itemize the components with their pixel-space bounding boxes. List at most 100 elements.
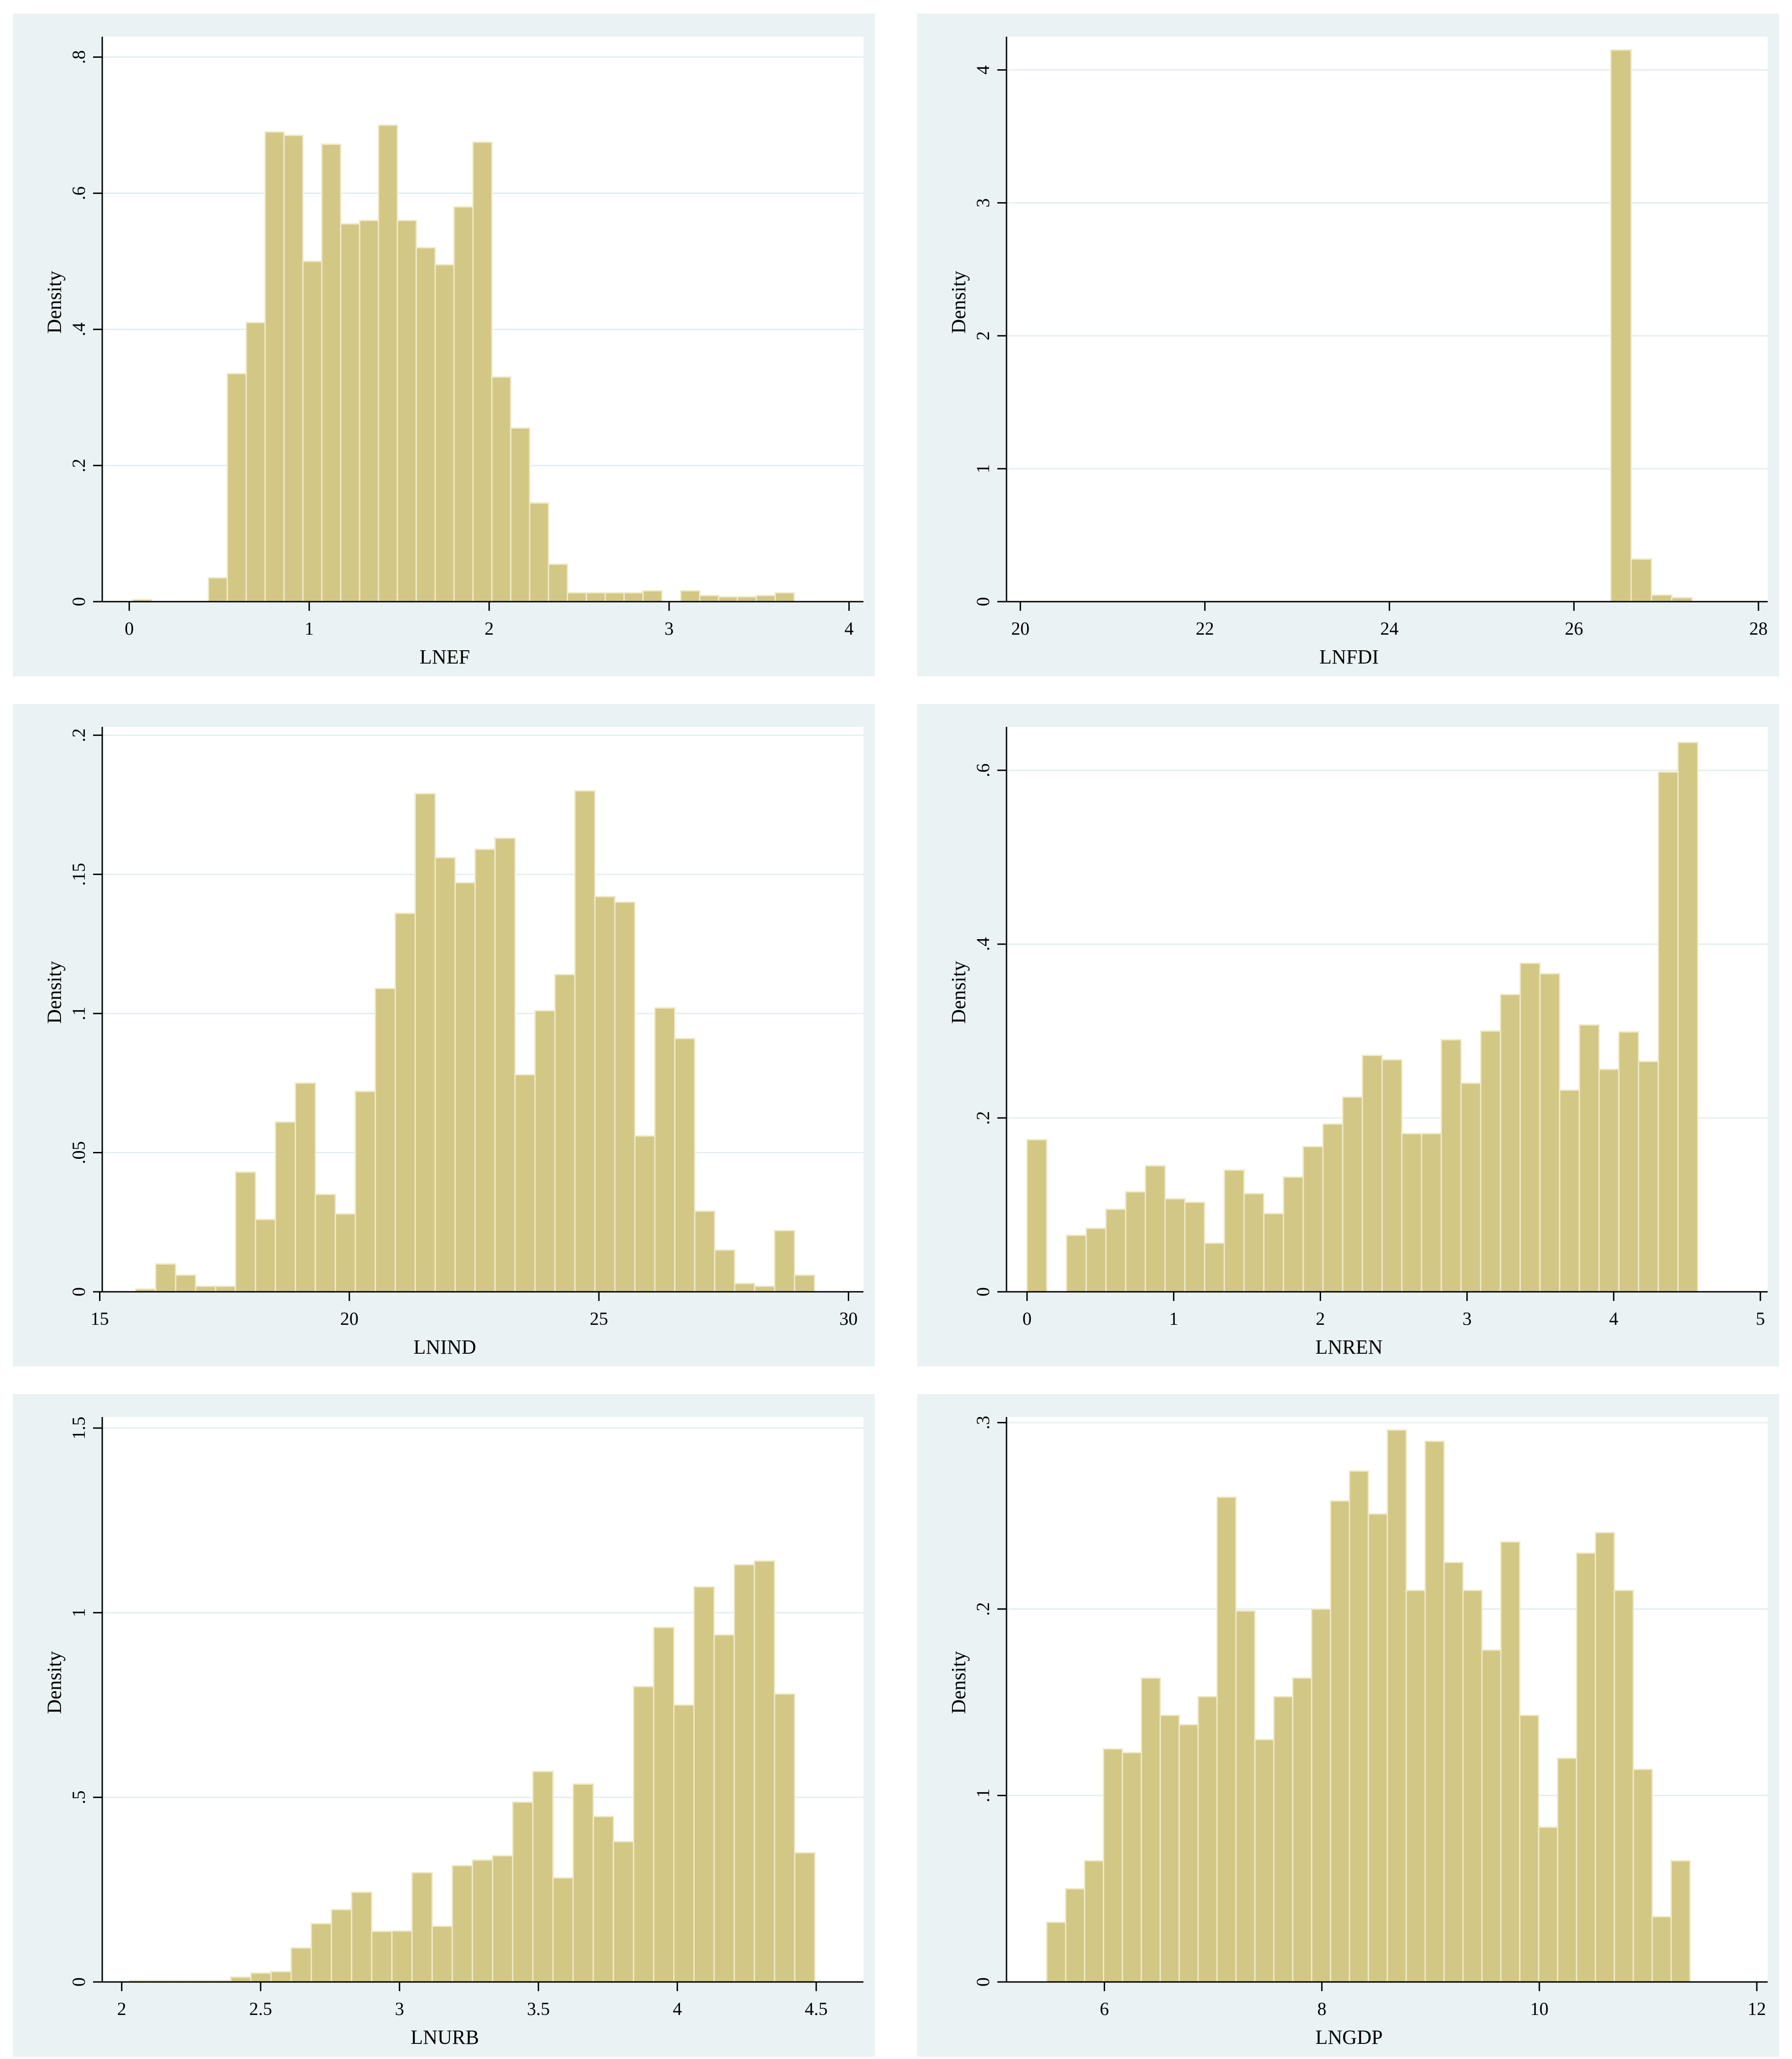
x-tick-label: 30 xyxy=(839,1308,857,1329)
x-tick-label: 10 xyxy=(1530,1998,1549,2019)
histogram-bar xyxy=(175,1274,197,1293)
histogram-bar xyxy=(1657,771,1679,1293)
histogram-bar xyxy=(1618,1031,1639,1293)
histogram-lngdp: 6 8 10 12 0 .1 .2 .3 LNGDP Density xyxy=(947,1416,1768,2048)
histogram-bar xyxy=(1677,742,1698,1293)
histogram-bar xyxy=(548,563,568,603)
y-axis-title: Density xyxy=(947,271,970,334)
histogram-bar xyxy=(1349,1470,1369,1983)
x-tick-label: 12 xyxy=(1748,1998,1766,2019)
x-tick-label: 25 xyxy=(590,1308,608,1329)
x-tick-label: 2 xyxy=(1316,1308,1325,1329)
histogram-bar xyxy=(713,1634,735,1983)
histogram-bar xyxy=(451,1865,473,1983)
histogram-bar xyxy=(592,1815,614,1983)
x-tick-label: 1 xyxy=(304,618,314,639)
histogram-bar xyxy=(434,264,455,603)
plot-area xyxy=(1007,37,1768,602)
histogram-bar xyxy=(321,144,342,603)
histogram-bar xyxy=(1578,1024,1600,1293)
histogram-bar xyxy=(1637,1061,1659,1293)
histogram-bar xyxy=(1480,1030,1501,1293)
histogram-bar xyxy=(1519,963,1541,1293)
y-axis-title: Density xyxy=(947,1651,970,1714)
histogram-bar xyxy=(774,1693,796,1983)
histogram-bar xyxy=(1670,1860,1691,1983)
histogram-bar xyxy=(397,220,417,603)
histogram-bar xyxy=(653,1627,675,1983)
x-axis-title: LNEF xyxy=(420,646,470,668)
y-tick-label: 0 xyxy=(973,1287,993,1296)
histogram-bar xyxy=(302,260,323,603)
y-tick-label: 1.5 xyxy=(68,1417,89,1439)
histogram-bar xyxy=(1140,1677,1161,1983)
x-tick-label: 2 xyxy=(485,618,494,639)
histogram-bar xyxy=(1122,1752,1142,1983)
y-tick-label: 0 xyxy=(68,597,89,606)
histogram-bar xyxy=(1440,1039,1462,1293)
histogram-bar xyxy=(1630,558,1652,603)
histogram-bar xyxy=(594,896,616,1293)
x-tick-label: 4.5 xyxy=(805,1998,828,2019)
histogram-bar xyxy=(434,857,456,1293)
x-axis-title: LNURB xyxy=(410,2026,479,2048)
histogram-bar xyxy=(1302,1146,1324,1293)
histogram-bar xyxy=(1598,1068,1620,1293)
y-axis-title: Density xyxy=(43,1651,66,1714)
x-tick-label: 8 xyxy=(1317,1998,1327,2019)
histogram-bar xyxy=(1065,1888,1085,1983)
x-tick-label: 3 xyxy=(664,618,674,639)
histogram-bar xyxy=(794,1852,816,1983)
histogram-bar xyxy=(1361,1054,1383,1293)
y-tick-label: .5 xyxy=(68,1790,89,1804)
x-tick-label: 3 xyxy=(395,1998,404,2019)
histogram-lnfdi: 20 22 24 26 28 0 1 2 3 4 LNFDI Density xyxy=(947,37,1768,668)
histogram-bar xyxy=(1103,1748,1123,1983)
histogram-bar xyxy=(634,1135,656,1293)
histogram-bar xyxy=(1145,1165,1166,1293)
histogram-bar xyxy=(1066,1234,1087,1293)
y-tick-label: 3 xyxy=(973,198,993,207)
histogram-bar xyxy=(1197,1696,1218,1983)
histogram-bar xyxy=(734,1283,756,1293)
x-tick-label: 0 xyxy=(1023,1308,1032,1329)
x-tick-label: 5 xyxy=(1756,1308,1765,1329)
histogram-bar xyxy=(694,1210,716,1293)
histogram-bar xyxy=(377,124,398,603)
histogram-bar xyxy=(512,1801,534,1983)
histogram-bar xyxy=(642,590,663,603)
histogram-bar xyxy=(454,882,476,1293)
histogram-bar xyxy=(415,247,436,603)
histogram-bar xyxy=(491,376,512,603)
histogram-bar xyxy=(1367,1513,1388,1983)
x-axis-title: LNFDI xyxy=(1319,646,1379,668)
histogram-bar xyxy=(756,595,776,603)
histogram-bar xyxy=(1311,1608,1332,1983)
histogram-bar xyxy=(1539,973,1560,1293)
y-tick-label: .05 xyxy=(68,1141,89,1164)
histogram-bar xyxy=(1330,1500,1350,1983)
histogram-bar xyxy=(283,134,304,603)
y-tick-label: .2 xyxy=(973,1111,993,1125)
histogram-bar xyxy=(1178,1724,1199,1983)
x-tick-label: 26 xyxy=(1565,618,1583,639)
y-axis-title: Density xyxy=(43,961,66,1024)
histogram-bar xyxy=(1421,1133,1442,1293)
x-tick-label: 4 xyxy=(1609,1308,1618,1329)
histogram-bar xyxy=(1405,1589,1426,1983)
histogram-lnef: 0 1 2 3 4 0 .2 .4 .6 .8 LNEF Density xyxy=(43,37,863,668)
histogram-bar xyxy=(794,1274,815,1293)
histogram-bar xyxy=(1381,1059,1403,1293)
histogram-bar xyxy=(453,206,474,603)
x-axis-title: LNIND xyxy=(414,1336,476,1358)
histogram-bar xyxy=(250,1972,272,1983)
histogram-bar xyxy=(1216,1496,1237,1983)
histogram-bar xyxy=(1559,1089,1580,1293)
histogram-bar xyxy=(1046,1921,1067,1983)
x-tick-label: 28 xyxy=(1749,618,1768,639)
histogram-bar xyxy=(1243,1193,1265,1293)
histogram-bar xyxy=(1386,1429,1407,1983)
histogram-bar xyxy=(1500,1541,1521,1983)
y-tick-label: .2 xyxy=(68,728,89,742)
histogram-bar xyxy=(1651,1916,1672,1983)
